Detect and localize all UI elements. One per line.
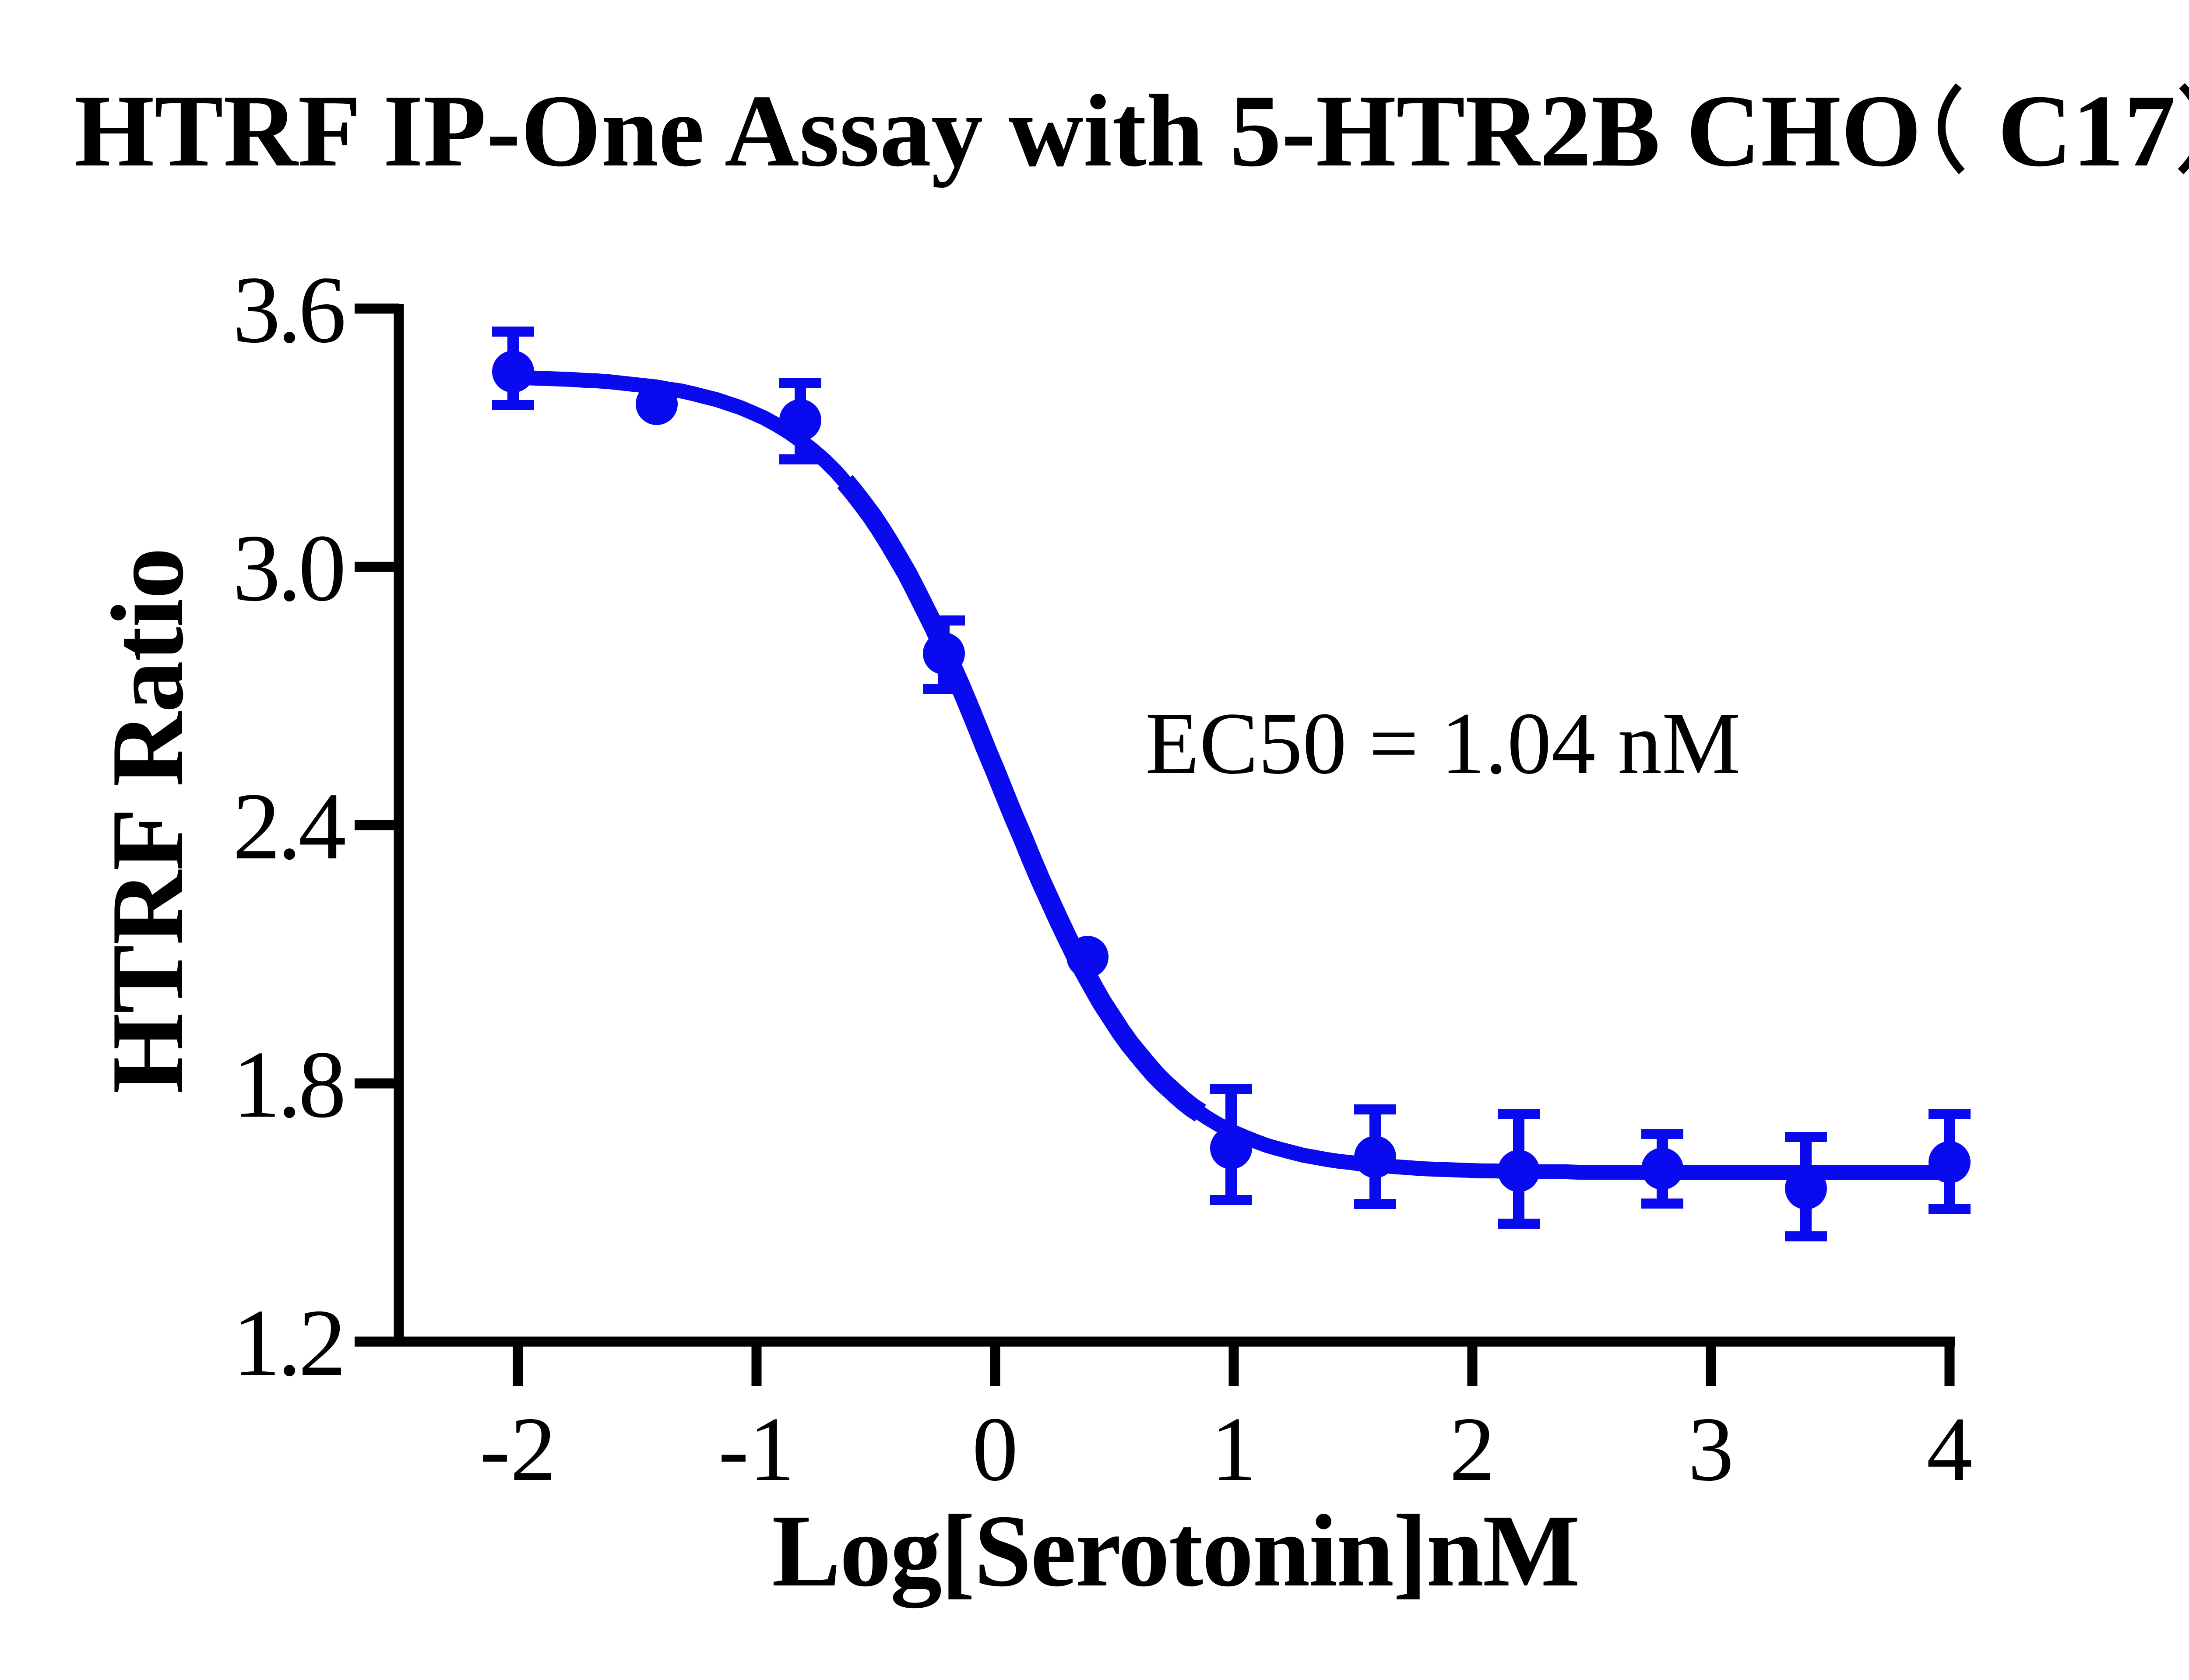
- svg-text:3.0: 3.0: [232, 515, 343, 621]
- svg-text:4: 4: [1927, 1399, 1973, 1500]
- svg-text:0: 0: [972, 1399, 1018, 1500]
- svg-text:-2: -2: [480, 1399, 556, 1500]
- svg-text:2: 2: [1450, 1399, 1496, 1500]
- svg-text:3.6: 3.6: [232, 257, 343, 363]
- svg-text:1.8: 1.8: [232, 1032, 343, 1138]
- svg-text:1.2: 1.2: [232, 1290, 343, 1396]
- svg-text:1: 1: [1211, 1399, 1257, 1500]
- svg-text:3: 3: [1688, 1399, 1734, 1500]
- svg-text:C17: C17: [1998, 74, 2175, 188]
- svg-text:EC50 = 1.04 nM: EC50 = 1.04 nM: [1145, 694, 1741, 792]
- svg-text:-1: -1: [718, 1399, 795, 1500]
- svg-text:Log[Serotonin]nM: Log[Serotonin]nM: [772, 1494, 1579, 1608]
- svg-text:HTRF IP-One Assay with 5-HTR2B: HTRF IP-One Assay with 5-HTR2B CHO: [74, 74, 1922, 188]
- svg-text:HTRF Ratio: HTRF Ratio: [91, 548, 205, 1093]
- svg-text:2.4: 2.4: [232, 773, 345, 879]
